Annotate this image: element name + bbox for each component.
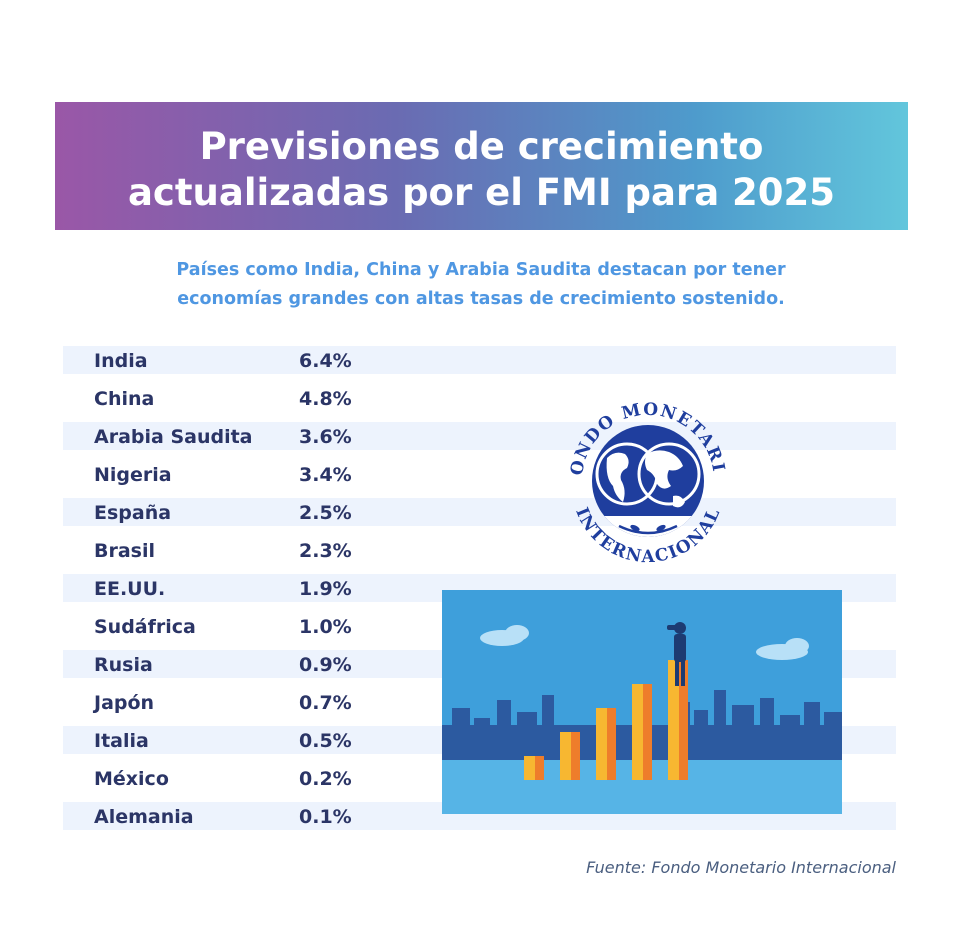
country-label: Japón: [94, 692, 155, 714]
source-note: Fuente: Fondo Monetario Internacional: [586, 858, 896, 877]
country-label: India: [94, 350, 148, 372]
table-row: India 6.4%: [63, 346, 896, 384]
table-row: Japón 0.7%: [63, 688, 896, 726]
country-label: Arabia Saudita: [94, 426, 253, 448]
country-label: Italia: [94, 730, 149, 752]
subtitle-line-1: Países como India, China y Arabia Saudit…: [176, 260, 786, 280]
table-row: Sudáfrica 1.0%: [63, 612, 896, 650]
growth-illustration-icon: [442, 590, 842, 814]
growth-value: 2.5%: [299, 502, 352, 524]
page-title: Previsiones de crecimiento actualizadas …: [55, 124, 908, 216]
growth-bar-highlight: [560, 732, 571, 780]
growth-value: 2.3%: [299, 540, 352, 562]
growth-bars: [524, 660, 688, 780]
title-banner: Previsiones de crecimiento actualizadas …: [55, 102, 908, 230]
growth-value: 0.2%: [299, 768, 352, 790]
growth-bar-highlight: [632, 684, 643, 780]
growth-value: 1.0%: [299, 616, 352, 638]
table-row: China 4.8%: [63, 384, 896, 422]
country-label: Rusia: [94, 654, 153, 676]
growth-value: 0.1%: [299, 806, 352, 828]
growth-value: 0.9%: [299, 654, 352, 676]
subtitle: Países como India, China y Arabia Saudit…: [60, 256, 902, 314]
title-line-1: Previsiones de crecimiento: [199, 125, 764, 168]
table-row: Arabia Saudita 3.6%: [63, 422, 896, 460]
country-label: Sudáfrica: [94, 616, 196, 638]
country-label: China: [94, 388, 155, 410]
growth-value: 0.5%: [299, 730, 352, 752]
growth-value: 4.8%: [299, 388, 352, 410]
subtitle-line-2: economías grandes con altas tasas de cre…: [177, 289, 785, 309]
title-line-2: actualizadas por el FMI para 2025: [127, 171, 836, 214]
table-row: España 2.5%: [63, 498, 896, 536]
growth-value: 3.6%: [299, 426, 352, 448]
growth-value: 0.7%: [299, 692, 352, 714]
table-row: Nigeria 3.4%: [63, 460, 896, 498]
country-label: España: [94, 502, 172, 524]
growth-bar-highlight: [668, 660, 679, 780]
lookout-person-icon: [667, 622, 686, 686]
table-row: Brasil 2.3%: [63, 536, 896, 574]
country-label: México: [94, 768, 169, 790]
country-label: Nigeria: [94, 464, 172, 486]
country-label: Alemania: [94, 806, 194, 828]
growth-value: 1.9%: [299, 578, 352, 600]
growth-value: 6.4%: [299, 350, 352, 372]
table-row: México 0.2%: [63, 764, 896, 802]
growth-bar-highlight: [596, 708, 607, 780]
imf-logo-icon: FONDO MONETARIO INTERNACIONAL: [555, 388, 727, 567]
country-label: EE.UU.: [94, 578, 166, 600]
growth-bar-highlight: [524, 756, 535, 780]
growth-value: 3.4%: [299, 464, 352, 486]
country-label: Brasil: [94, 540, 156, 562]
